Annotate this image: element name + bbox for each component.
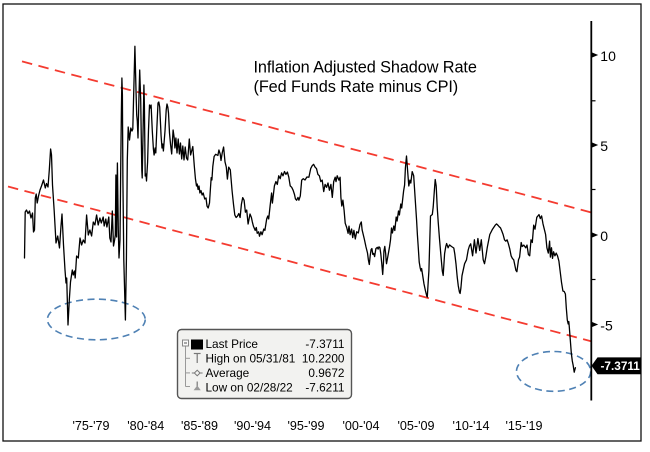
svg-text:0.9672: 0.9672 xyxy=(308,366,344,380)
svg-text:Last Price: Last Price xyxy=(206,337,259,351)
svg-text:'75-'79: '75-'79 xyxy=(72,419,109,433)
svg-text:Inflation Adjusted Shadow Rate: Inflation Adjusted Shadow Rate xyxy=(254,59,477,77)
svg-text:'15-'19: '15-'19 xyxy=(505,419,542,433)
svg-text:Average: Average xyxy=(206,366,250,380)
svg-text:'05-'09: '05-'09 xyxy=(397,419,434,433)
svg-text:'80-'84: '80-'84 xyxy=(127,419,164,433)
svg-text:'10-'14: '10-'14 xyxy=(452,419,489,433)
svg-text:'00-'04: '00-'04 xyxy=(342,419,379,433)
svg-text:10: 10 xyxy=(600,48,616,64)
svg-text:'95-'99: '95-'99 xyxy=(287,419,324,433)
svg-text:0: 0 xyxy=(600,228,608,244)
svg-text:'85-'89: '85-'89 xyxy=(181,419,218,433)
svg-text:10.2200: 10.2200 xyxy=(302,352,345,366)
svg-text:5: 5 xyxy=(600,138,608,154)
svg-text:-7.6211: -7.6211 xyxy=(305,381,344,395)
svg-text:'90-'94: '90-'94 xyxy=(234,419,271,433)
svg-text:-7.3711: -7.3711 xyxy=(601,359,641,373)
svg-text:High on 05/31/81: High on 05/31/81 xyxy=(206,352,296,366)
svg-text:-5: -5 xyxy=(600,317,613,333)
svg-text:Low on 02/28/22: Low on 02/28/22 xyxy=(206,381,293,395)
svg-text:-7.3711: -7.3711 xyxy=(305,337,344,351)
svg-text:(Fed Funds Rate minus CPI): (Fed Funds Rate minus CPI) xyxy=(254,78,459,96)
